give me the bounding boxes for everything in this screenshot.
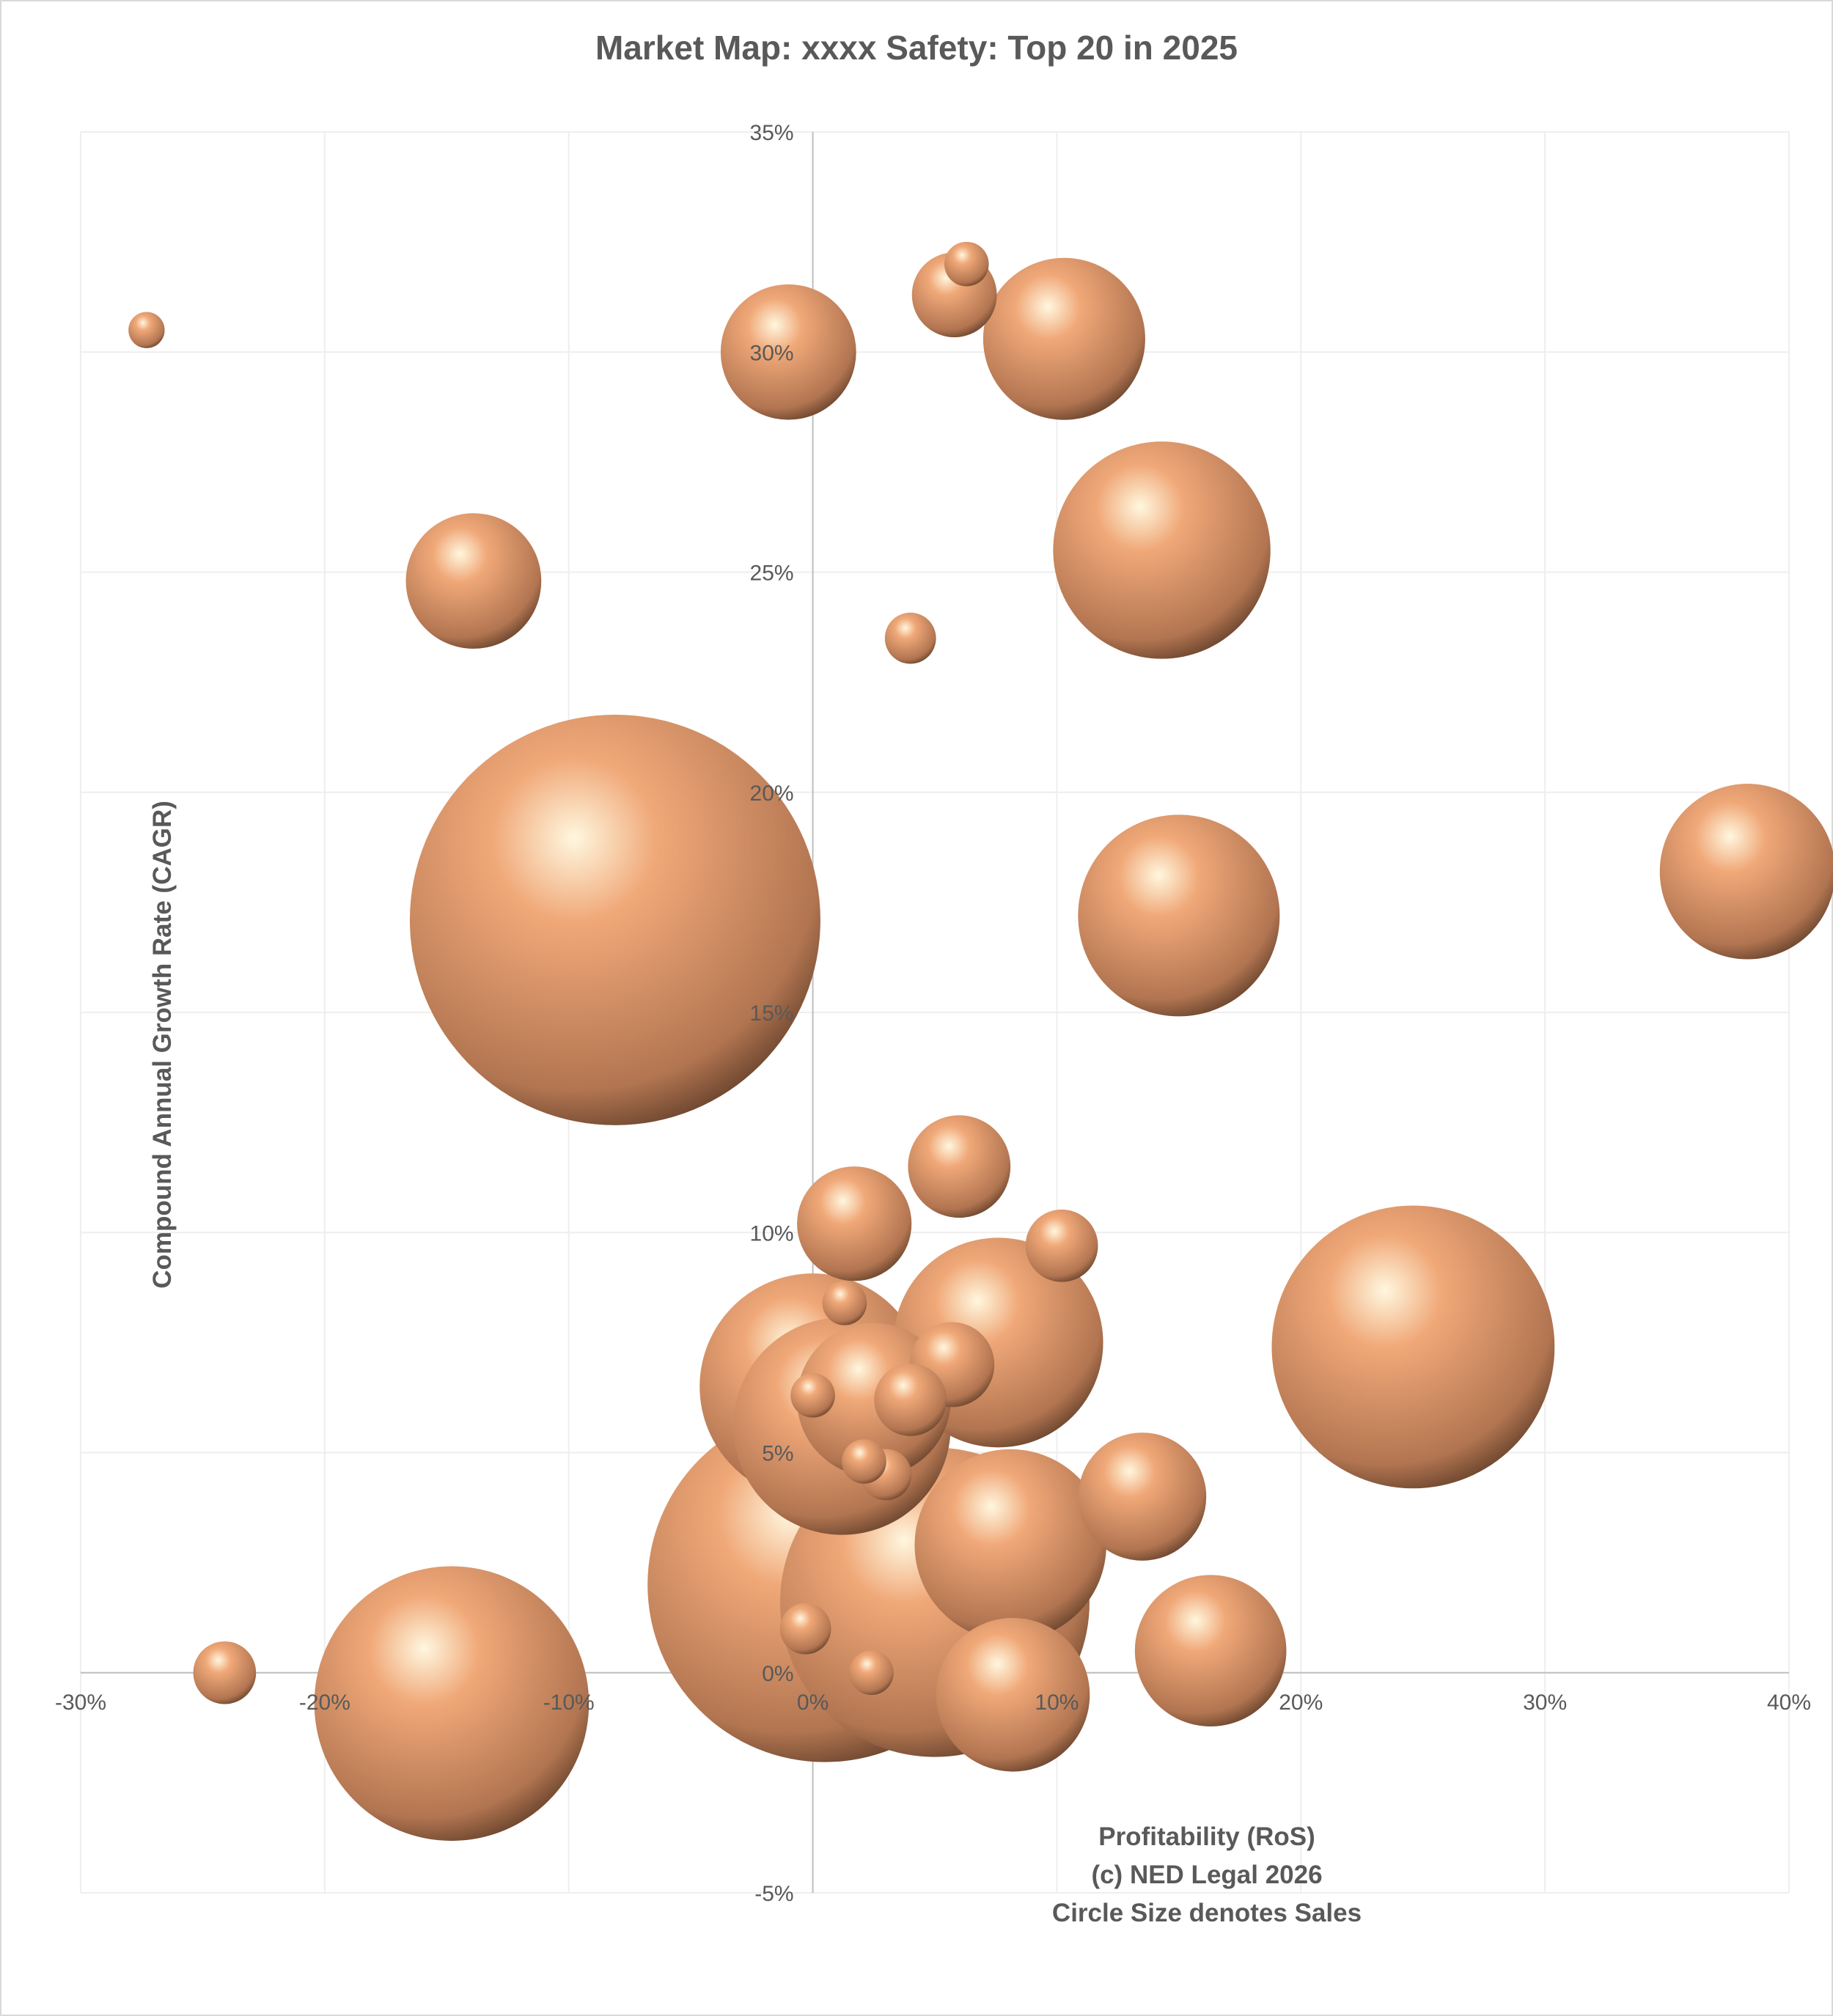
bubble-point: [1078, 1432, 1207, 1561]
bubble-point: [874, 1364, 947, 1436]
x-axis-title-line: Profitability (RoS): [1098, 1822, 1315, 1851]
x-tick-label: -30%: [55, 1691, 106, 1715]
bubble-point: [1134, 1575, 1287, 1727]
bubble-point: [908, 1115, 1011, 1218]
bubble-point: [779, 1603, 831, 1655]
x-axis-title-line: Circle Size denotes Sales: [1052, 1899, 1362, 1927]
y-tick-label: 25%: [750, 562, 794, 586]
axis-titles: Compound Annual Growth Rate (CAGR) Profit…: [148, 801, 1362, 1927]
x-tick-label: -20%: [299, 1691, 350, 1715]
y-tick-label: 35%: [750, 121, 794, 145]
bubble-point: [1659, 784, 1833, 960]
bubble-point: [797, 1166, 912, 1281]
bubbles: [128, 241, 1833, 1842]
bubble-point: [193, 1641, 257, 1704]
bubble-point: [405, 513, 542, 649]
bubble-point: [842, 1439, 886, 1484]
x-tick-label: 40%: [1767, 1691, 1811, 1715]
bubble-point: [982, 257, 1145, 420]
bubble-point: [914, 1449, 1106, 1641]
bubble-point: [884, 612, 936, 664]
y-tick-label: 15%: [750, 1001, 794, 1026]
bubble-point: [1053, 441, 1271, 659]
x-axis-title-line: (c) NED Legal 2026: [1091, 1861, 1322, 1889]
x-tick-label: -10%: [543, 1691, 595, 1715]
y-axis-title: Compound Annual Growth Rate (CAGR): [148, 801, 177, 1289]
bubble-point: [409, 714, 820, 1125]
bubble-point: [128, 312, 165, 348]
x-tick-label: 0%: [797, 1691, 829, 1715]
y-tick-label: 0%: [762, 1662, 793, 1686]
y-tick-label: 30%: [750, 341, 794, 365]
bubble-point: [822, 1281, 867, 1325]
y-tick-label: -5%: [754, 1882, 793, 1906]
bubble-point: [1078, 814, 1280, 1017]
bubble-point: [720, 284, 856, 420]
y-tick-label: 5%: [762, 1442, 793, 1466]
bubble-point: [849, 1650, 894, 1696]
x-tick-label: 10%: [1035, 1691, 1079, 1715]
bubble-point: [936, 1617, 1090, 1772]
x-tick-label: 20%: [1279, 1691, 1323, 1715]
y-tick-label: 10%: [750, 1221, 794, 1246]
bubble-point: [790, 1373, 835, 1418]
bubble-point: [1271, 1205, 1555, 1489]
bubble-point: [1025, 1209, 1098, 1282]
chart-title: Market Map: xxxx Safety: Top 20 in 2025: [595, 29, 1238, 67]
bubble-point: [944, 241, 989, 287]
tick-labels: -30% -20% -10% 0% 10% 20% 30% 40% -5% 0% 5% 10% 15% 2…: [55, 121, 1811, 1906]
x-tick-label: 30%: [1523, 1691, 1567, 1715]
y-tick-label: 20%: [750, 781, 794, 806]
bubble-point: [314, 1566, 589, 1842]
